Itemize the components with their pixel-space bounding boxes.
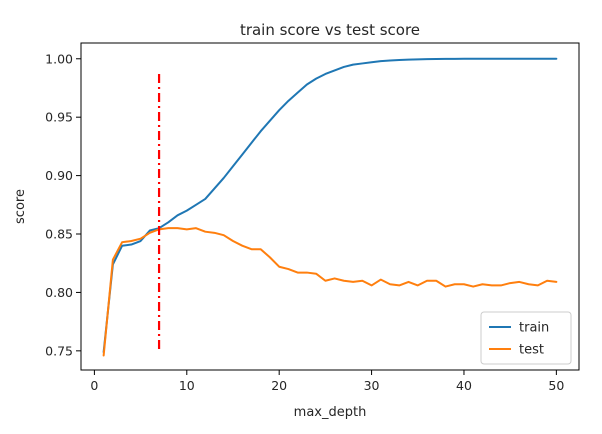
x-tick-label: 0 bbox=[90, 378, 98, 393]
legend-box bbox=[480, 311, 572, 365]
legend-label-train: train bbox=[519, 321, 549, 336]
legend: train test bbox=[480, 311, 572, 365]
plot-frame bbox=[80, 42, 580, 371]
y-tick-label: 0.85 bbox=[45, 227, 73, 242]
y-tick-label: 0.90 bbox=[45, 168, 73, 183]
x-tick-label: 40 bbox=[456, 378, 472, 393]
x-tick-label: 20 bbox=[271, 378, 287, 393]
y-axis: 0.75 0.80 0.85 0.90 0.95 1.00 bbox=[45, 51, 81, 358]
y-tick-label: 1.00 bbox=[45, 51, 73, 66]
x-axis: 0 10 20 30 40 50 bbox=[90, 370, 564, 393]
x-tick-label: 50 bbox=[548, 378, 564, 393]
chart-title: train score vs test score bbox=[240, 21, 420, 39]
plot-area bbox=[80, 42, 580, 371]
series-line-train bbox=[102, 57, 558, 354]
series-layer bbox=[102, 57, 558, 357]
y-tick-label: 0.80 bbox=[45, 285, 73, 300]
y-tick-label: 0.75 bbox=[45, 343, 73, 358]
y-tick-label: 0.95 bbox=[45, 110, 73, 125]
x-tick-label: 10 bbox=[179, 378, 195, 393]
legend-label-test: test bbox=[519, 343, 544, 358]
x-axis-label: max_depth bbox=[294, 405, 367, 420]
series-line-test bbox=[102, 227, 558, 357]
y-axis-label: score bbox=[13, 189, 28, 224]
x-tick-label: 30 bbox=[364, 378, 380, 393]
